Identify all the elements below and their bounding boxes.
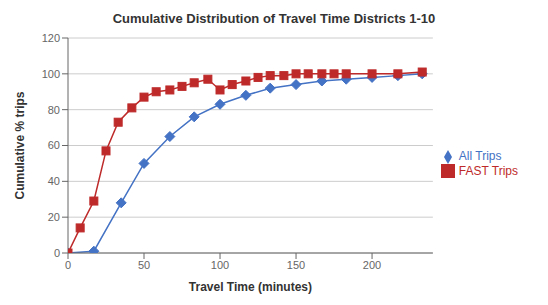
svg-text:40: 40 [48,175,60,187]
svg-text:100: 100 [211,259,229,271]
svg-text:60: 60 [48,139,60,151]
html-text:All Trips: All Trips [458,148,502,163]
svg-text:Cumulative % trips: Cumulative % trips [13,91,27,199]
svg-text:120: 120 [42,32,60,44]
html-text:Cumulative Distribution of Tra: Cumulative Distribution of Travel Time D… [112,11,436,26]
html-text:FAST Trips: FAST Trips [458,163,518,178]
svg-text:80: 80 [48,104,60,116]
svg-text:50: 50 [138,259,150,271]
svg-text:20: 20 [48,211,60,223]
svg-text:0: 0 [65,259,71,271]
svg-text:150: 150 [287,259,305,271]
svg-text:200: 200 [363,259,381,271]
svg-text:Travel Time (minutes): Travel Time (minutes) [189,280,312,294]
svg-text:0: 0 [54,247,60,259]
svg-text:100: 100 [42,68,60,80]
